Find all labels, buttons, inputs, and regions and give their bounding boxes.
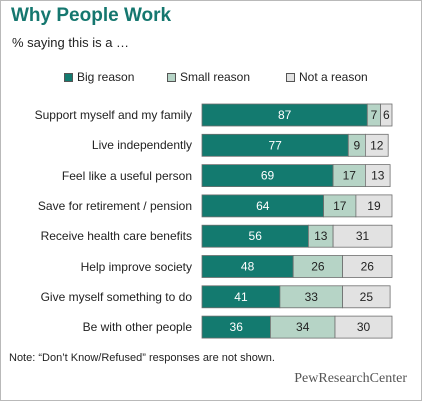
data-label-not: 25 xyxy=(360,290,374,304)
bar-not xyxy=(355,194,393,218)
category-label: Live independently xyxy=(91,138,192,153)
legend-item-small: Small reason xyxy=(167,70,250,84)
data-label-small: 34 xyxy=(296,320,310,334)
chart-title: Why People Work xyxy=(11,5,172,26)
bar-not xyxy=(364,164,391,188)
legend-item-big: Big reason xyxy=(64,70,134,84)
data-label-not: 26 xyxy=(361,260,375,274)
legend-swatch-small xyxy=(167,72,176,82)
category-label: Save for retirement / pension xyxy=(37,198,192,213)
legend-label-small: Small reason xyxy=(180,70,251,84)
bar-not xyxy=(332,224,393,248)
data-label-not: 30 xyxy=(357,320,371,334)
bar-not xyxy=(342,255,393,278)
category-label: Help improve society xyxy=(80,259,192,274)
legend-swatch-not xyxy=(286,72,295,82)
legend-swatch-big xyxy=(64,72,73,82)
category-label: Support myself and my family xyxy=(34,108,192,122)
data-label-not: 19 xyxy=(367,199,381,213)
chart-subtitle: % saying this is a … xyxy=(12,35,130,50)
category-label: Feel like a useful person xyxy=(61,168,192,183)
data-label-big: 64 xyxy=(256,199,270,213)
pew-logo: PewResearchCenter xyxy=(294,371,407,386)
data-label-big: 36 xyxy=(230,320,244,334)
bar-not xyxy=(380,103,393,127)
data-label-big: 69 xyxy=(261,169,275,183)
legend-label-not: Not a reason xyxy=(299,70,368,84)
data-label-big: 87 xyxy=(278,108,292,122)
data-label-not: 6 xyxy=(383,108,390,122)
data-label-small: 13 xyxy=(314,229,328,243)
bar-not xyxy=(364,133,389,157)
legend-label-big: Big reason xyxy=(77,70,135,84)
data-label-small: 9 xyxy=(354,138,361,152)
data-label-small: 17 xyxy=(333,199,347,213)
data-label-not: 13 xyxy=(371,169,385,183)
chart-note: Note: “Don’t Know/Refused” responses are… xyxy=(9,352,275,364)
data-label-big: 77 xyxy=(268,138,282,152)
data-label-big: 56 xyxy=(249,229,263,243)
data-label-small: 33 xyxy=(305,290,319,304)
data-label-big: 48 xyxy=(241,260,255,274)
data-label-small: 17 xyxy=(343,169,357,183)
data-label-not: 12 xyxy=(370,138,384,152)
bar-not xyxy=(334,315,393,339)
legend-item-not: Not a reason xyxy=(286,70,368,84)
data-label-small: 26 xyxy=(311,260,325,274)
data-label-small: 7 xyxy=(371,108,378,122)
data-label-not: 31 xyxy=(356,229,370,243)
category-label: Be with other people xyxy=(82,320,192,335)
category-label: Give myself something to do xyxy=(40,289,192,304)
category-label: Receive health care benefits xyxy=(40,229,192,244)
data-label-big: 41 xyxy=(234,290,248,304)
bar-not xyxy=(342,285,391,309)
